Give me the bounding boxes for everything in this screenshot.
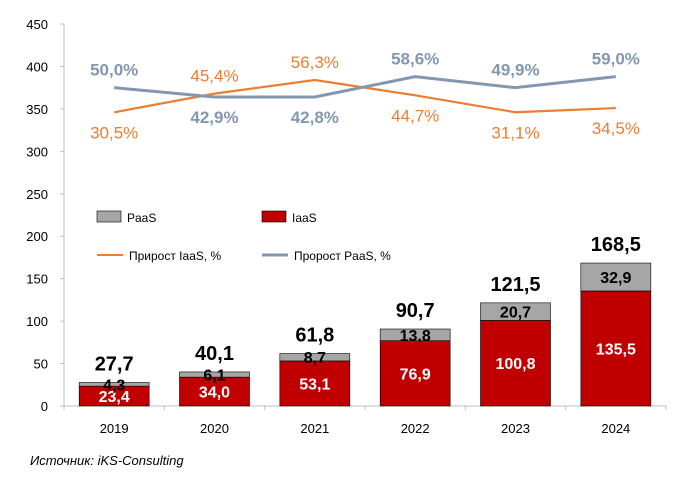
bars (78, 262, 652, 407)
bar-paas (279, 353, 351, 362)
paas-growth-label: 42,8% (291, 108, 339, 127)
total-value-label: 168,5 (591, 234, 641, 256)
bar-paas (379, 328, 451, 342)
iaas-growth-label: 56,3% (291, 53, 339, 72)
x-tick-label: 2021 (300, 421, 329, 436)
y-tick-label: 300 (26, 144, 48, 159)
legend: PaaS IaaS Прирост IaaS, % Пророст PaaS, % (96, 210, 391, 263)
x-tick-label: 2023 (501, 421, 530, 436)
iaas-growth-label: 30,5% (90, 123, 138, 142)
growth-lines (113, 75, 616, 114)
total-value-label: 121,5 (490, 274, 540, 296)
iaas-value-label: 53,1 (299, 376, 330, 393)
total-value-label: 90,7 (396, 300, 435, 322)
total-value-label: 40,1 (195, 343, 234, 365)
iaas-growth-label: 31,1% (491, 123, 539, 142)
paas-growth-label: 59,0% (592, 50, 640, 69)
paas-growth-label: 49,9% (491, 61, 539, 80)
paas-growth-label: 50,0% (90, 61, 138, 80)
y-tick-label: 450 (26, 17, 48, 32)
paas-value-label: 32,9 (600, 270, 631, 287)
paas-growth-label: 58,6% (391, 50, 439, 69)
x-tick-label: 2022 (401, 421, 430, 436)
y-tick-label: 250 (26, 187, 48, 202)
paas-growth-label: 42,9% (190, 108, 238, 127)
legend-label: Прирост IaaS, % (129, 249, 222, 263)
x-tick-label: 2020 (200, 421, 229, 436)
iaas-growth-label: 45,4% (190, 67, 238, 86)
paas-value-label: 20,7 (500, 305, 531, 322)
iaas-value-label: 23,4 (99, 389, 130, 406)
axes: 0 50 100 150 200 250 300 350 400 450 2019 2020 2021 2… (26, 17, 667, 436)
iaas-value-label: 76,9 (400, 366, 431, 383)
iaas-value-label: 100,8 (495, 356, 535, 373)
bar-iaas (379, 340, 451, 407)
y-tick-label: 0 (41, 399, 48, 414)
y-tick-label: 50 (34, 357, 48, 372)
y-tick-label: 100 (26, 314, 48, 329)
source-note: Источник: iKS-Consulting (30, 453, 184, 468)
legend-label: Пророст PaaS, % (294, 249, 391, 263)
y-tick-label: 350 (26, 102, 48, 117)
legend-label: IaaS (292, 211, 317, 225)
total-value-label: 27,7 (95, 353, 134, 375)
bar-iaas (279, 360, 351, 407)
y-tick-label: 400 (26, 59, 48, 74)
bar-iaas (480, 320, 551, 407)
y-tick-label: 200 (26, 229, 48, 244)
bar-paas (179, 371, 250, 378)
paas-value-label: 8,7 (304, 350, 326, 367)
line-paas-growth (114, 75, 616, 99)
y-tick-label: 150 (26, 272, 48, 287)
legend-swatch (261, 210, 287, 223)
bar-paas (580, 262, 652, 292)
bar-paas (480, 302, 551, 321)
bar-iaas (179, 376, 250, 407)
legend-swatch (96, 210, 122, 223)
iaas-value-label: 135,5 (596, 341, 636, 358)
iaas-value-label: 34,0 (199, 385, 230, 402)
x-tick-label: 2024 (601, 421, 630, 436)
data-labels: 30,5% 45,4% 56,3% 44,7% 31,1% 34,5% 50,0% 42,9%… (90, 50, 641, 406)
paas-value-label: 4,3 (103, 377, 125, 394)
legend-label: PaaS (127, 211, 156, 225)
paas-value-label: 6,1 (203, 368, 225, 385)
x-tick-label: 2019 (100, 421, 129, 436)
bar-iaas (580, 290, 652, 407)
paas-value-label: 13,8 (400, 328, 431, 345)
bar-paas (78, 382, 150, 387)
total-value-label: 61,8 (295, 325, 334, 347)
iaas-growth-label: 44,7% (391, 106, 439, 125)
iaas-growth-label: 34,5% (592, 119, 640, 138)
